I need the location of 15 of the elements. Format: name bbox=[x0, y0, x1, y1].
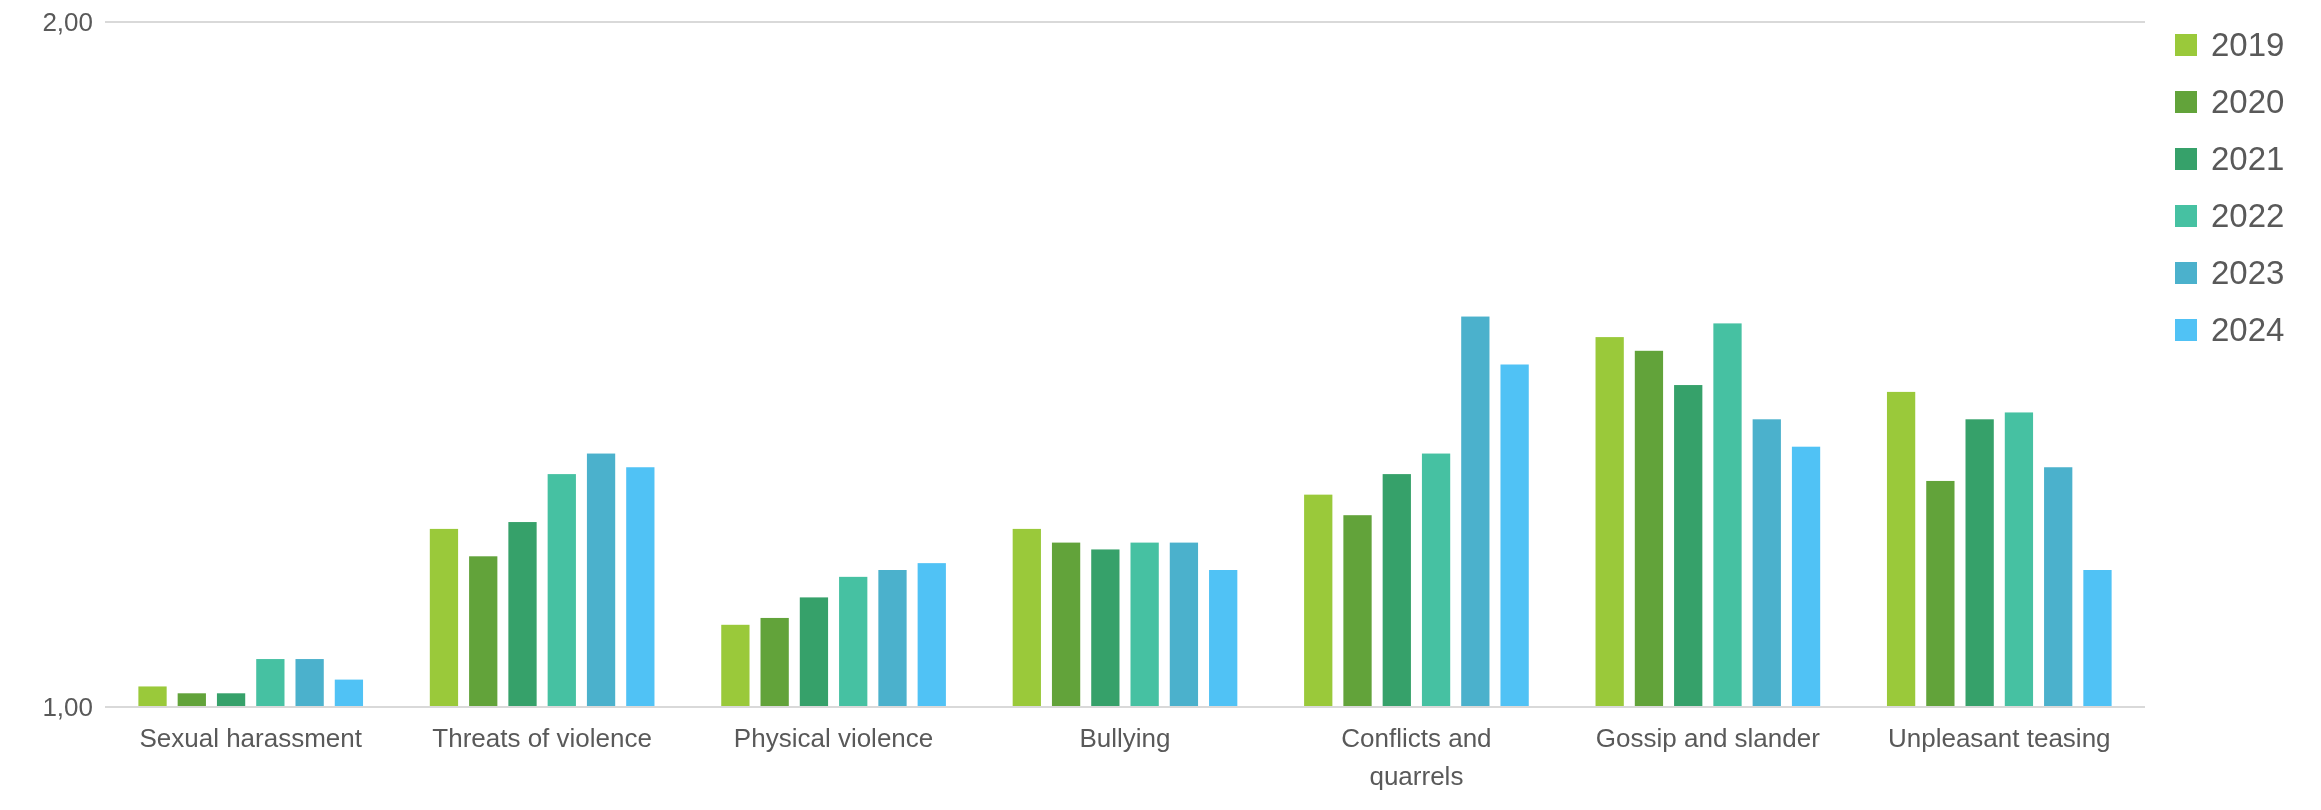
legend-label: 2020 bbox=[2211, 83, 2285, 120]
y-tick-label: 1,00 bbox=[42, 691, 93, 722]
x-tick-label: Bullying bbox=[1079, 723, 1171, 753]
x-tick-label: Threats of violence bbox=[432, 723, 652, 753]
y-tick-label: 2,00 bbox=[42, 6, 93, 37]
legend-label: 2022 bbox=[2211, 197, 2285, 234]
legend-label: 2019 bbox=[2211, 26, 2285, 63]
legend-label: 2021 bbox=[2211, 140, 2285, 177]
x-tick-label: Conflicts and quarrels bbox=[1341, 723, 1492, 791]
x-tick-label: Sexual harassment bbox=[139, 723, 363, 753]
x-tick-label: Physical violence bbox=[733, 723, 934, 753]
legend-label: 2024 bbox=[2211, 311, 2285, 348]
x-tick-label: Gossip and slander bbox=[1595, 723, 1821, 753]
legend-label: 2023 bbox=[2211, 254, 2285, 291]
x-tick-label: Unpleasant teasing bbox=[1887, 723, 2111, 753]
